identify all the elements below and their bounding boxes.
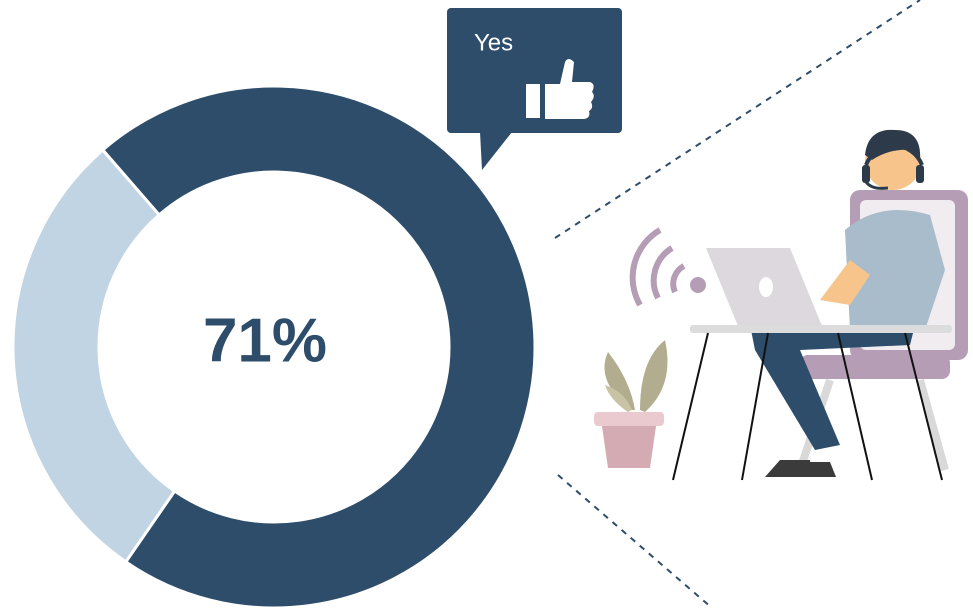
guide-line [554, 0, 921, 239]
guide-line [557, 474, 713, 609]
donut [11, 84, 537, 610]
donut-segment [100, 84, 537, 610]
callout: Yes [447, 8, 622, 170]
callout-pointer [480, 132, 512, 170]
donut-segment [11, 147, 177, 564]
illustration [594, 129, 968, 481]
thumbs-up-icon [526, 59, 594, 119]
callout-label: Yes [474, 29, 513, 56]
center-label: 71% [203, 306, 327, 375]
